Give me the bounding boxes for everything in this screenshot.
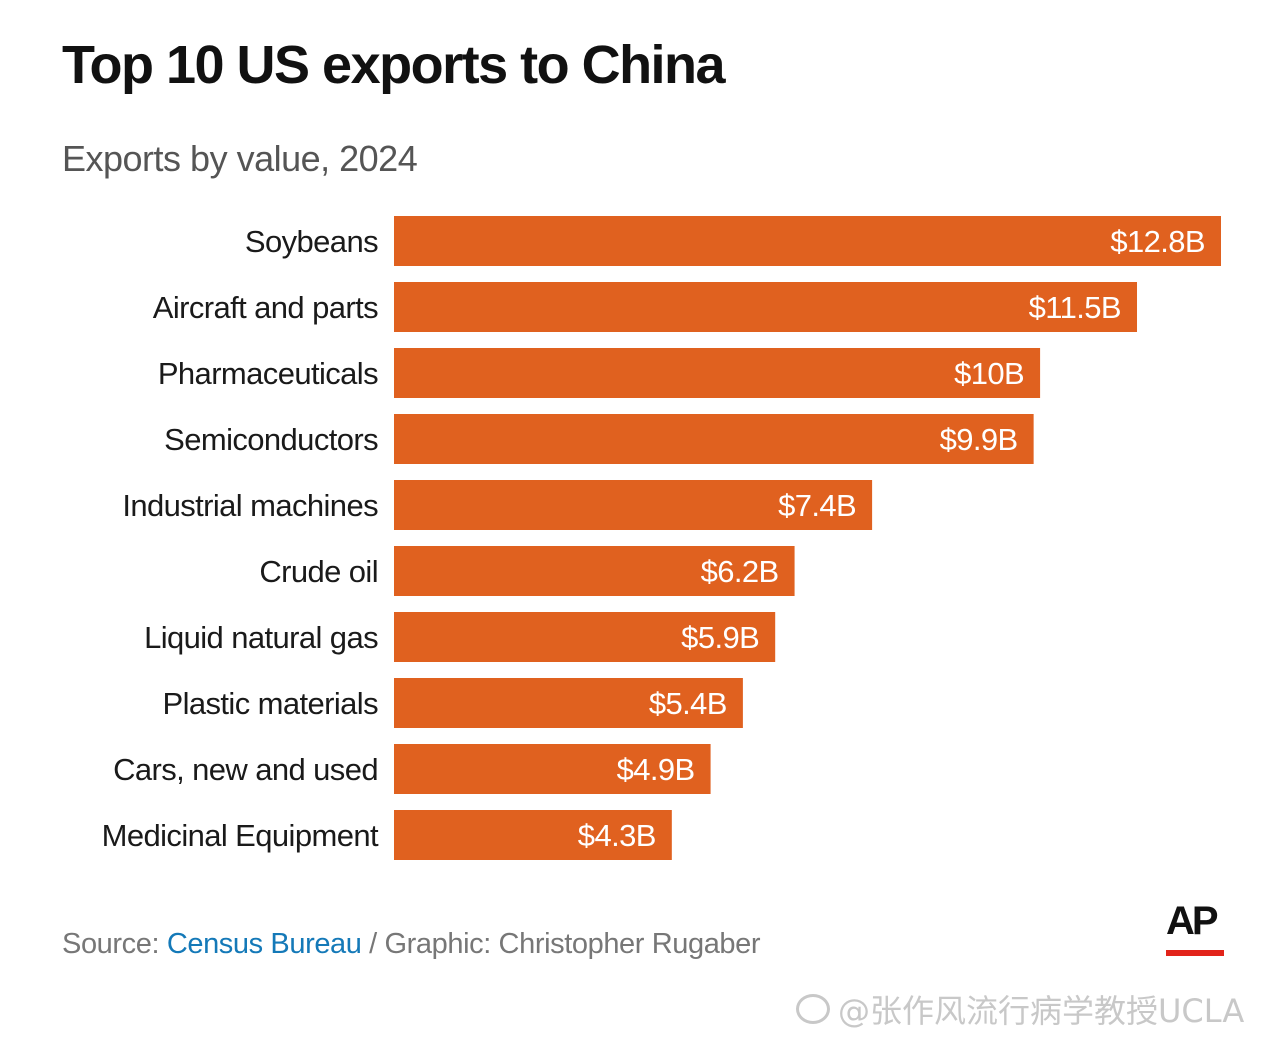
category-label: Medicinal Equipment [102, 818, 379, 853]
bar [394, 678, 743, 728]
value-label: $10B [954, 356, 1024, 391]
weibo-icon [796, 994, 830, 1024]
watermark: @张作风流行病学教授UCLA [796, 986, 1244, 1032]
ap-logo: AP [1166, 900, 1224, 958]
bar [394, 546, 795, 596]
category-label: Crude oil [259, 554, 378, 589]
chart-subtitle: Exports by value, 2024 [62, 138, 418, 179]
value-label: $12.8B [1110, 224, 1205, 259]
bar [394, 348, 1041, 398]
value-label: $9.9B [940, 422, 1018, 457]
value-label: $11.5B [1029, 290, 1121, 325]
category-label: Plastic materials [163, 686, 379, 721]
value-label: $6.2B [701, 554, 779, 589]
value-label: $5.4B [649, 686, 727, 721]
category-label: Aircraft and parts [153, 290, 378, 325]
bar [394, 414, 1034, 464]
source-prefix: Source: [62, 928, 167, 960]
category-label: Soybeans [245, 224, 378, 259]
category-label: Industrial machines [122, 488, 378, 523]
bar [394, 744, 711, 794]
bar-chart: Soybeans $12.8B Aircraft and parts $11.5B Ph… [102, 216, 1221, 860]
source-line: Source: Census Bureau / Graphic: Christo… [62, 928, 761, 961]
watermark-text: @张作风流行病学教授UCLA [838, 992, 1245, 1030]
source-suffix: / Graphic: Christopher Rugaber [361, 928, 761, 960]
category-label: Semiconductors [164, 422, 378, 457]
bar [394, 612, 776, 662]
ap-logo-underline [1166, 950, 1224, 956]
bar [394, 282, 1138, 332]
bar [394, 810, 672, 860]
value-label: $5.9B [681, 620, 759, 655]
source-link[interactable]: Census Bureau [166, 928, 362, 960]
bar [394, 216, 1221, 266]
category-label: Liquid natural gas [144, 620, 378, 655]
value-label: $4.9B [617, 752, 695, 787]
category-label: Cars, new and used [113, 752, 378, 787]
category-label: Pharmaceuticals [158, 356, 378, 391]
chart-title: Top 10 US exports to China [62, 35, 726, 95]
value-label: $7.4B [778, 488, 856, 523]
bar [394, 480, 873, 530]
ap-logo-text: AP [1166, 899, 1219, 943]
value-label: $4.3B [578, 818, 656, 853]
